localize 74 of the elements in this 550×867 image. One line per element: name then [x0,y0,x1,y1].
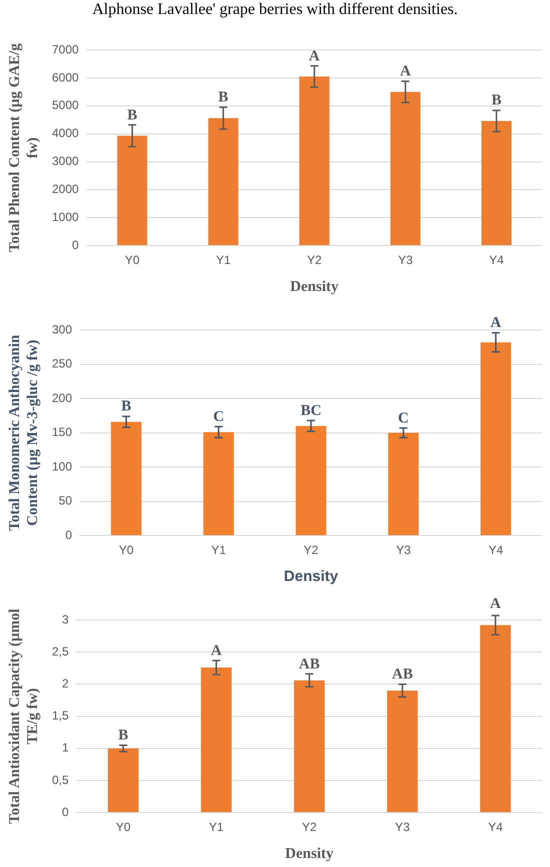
annotation: B [121,398,132,415]
y-tick-label: 6000 [52,70,80,84]
y-tick-label: 250 [52,356,72,371]
y-axis-title: Total Antioxidant Capacity (µmol TE/g fw) [6,608,41,824]
x-axis-title: Density [284,568,339,586]
x-tick-label: Y2 [302,820,317,834]
y-tick-label: 1 [62,740,69,755]
x-tick-label: Y1 [211,543,226,558]
x-tick-label: Y0 [118,543,134,558]
x-tick-label: Y2 [307,253,322,268]
y-axis-title: Total Phenol Content (µg GAE/g fw) [6,42,41,252]
bar [299,76,330,246]
y-tick-label: 7000 [52,42,80,56]
y-tick-label: 2,5 [52,644,69,658]
x-axis-title: Density [290,278,340,295]
y-tick-label: 5000 [52,98,80,112]
annotation: A [490,596,502,612]
annotation: A [400,64,411,80]
bar [480,342,512,536]
annotation: AB [392,666,413,683]
y-axis-title: Total Monomeric Anthocyanin Content (µg Mv-3-gluc /g fw) [6,334,41,531]
x-tick-label: Y4 [488,543,504,558]
bar [388,432,419,536]
bar [481,120,512,246]
annotation: A [210,642,222,659]
bar [390,92,420,246]
annotation: B [218,90,228,106]
y-tick-label: 0,5 [52,772,69,787]
y-tick-label: 1,5 [52,708,69,723]
annotation: AB [298,656,320,672]
y-tick-label: 0 [72,238,80,252]
y-tick-label: 2000 [52,182,80,196]
bar [200,668,232,812]
chart-title: Alphonse Lavallee' grape berries with different densities. [91,0,459,20]
annotation: B [491,92,502,109]
bar [108,748,139,812]
y-tick-label: 300 [52,322,72,336]
x-tick-label: Y3 [396,543,412,558]
x-tick-label: Y0 [124,253,140,268]
bar [110,422,142,536]
x-tick-label: Y0 [116,820,131,834]
x-tick-label: Y1 [216,253,231,268]
annotation: A [308,48,320,64]
annotation: BC [300,402,322,419]
annotation: B [127,107,138,124]
x-tick-label: Y2 [304,543,319,558]
x-tick-label: Y3 [395,820,410,834]
bar [296,426,326,536]
x-tick-label: Y4 [489,253,504,268]
y-tick-label: 50 [58,494,72,508]
y-tick-label: 200 [52,390,72,405]
y-tick-label: 2 [62,676,69,691]
y-tick-label: 150 [52,425,72,440]
y-tick-label: 4000 [52,126,80,140]
bar [203,432,234,536]
x-axis-title: Density [285,846,334,862]
bar [117,136,148,246]
y-tick-label: 0 [65,528,72,542]
y-tick-label: 1000 [52,210,80,224]
annotation: B [118,728,128,744]
annotation: C [213,409,224,426]
y-tick-label: 0 [62,804,69,819]
y-tick-label: 3000 [52,154,80,168]
bar [387,690,418,812]
x-tick-label: Y3 [398,253,414,268]
annotation: C [398,410,409,426]
bar [208,118,238,246]
x-tick-label: Y4 [488,820,504,834]
y-tick-label: 3 [62,612,69,626]
annotation: A [490,315,502,332]
bar [480,625,511,812]
y-tick-label: 100 [52,459,72,474]
x-tick-label: Y1 [208,820,224,834]
bar [294,680,325,812]
